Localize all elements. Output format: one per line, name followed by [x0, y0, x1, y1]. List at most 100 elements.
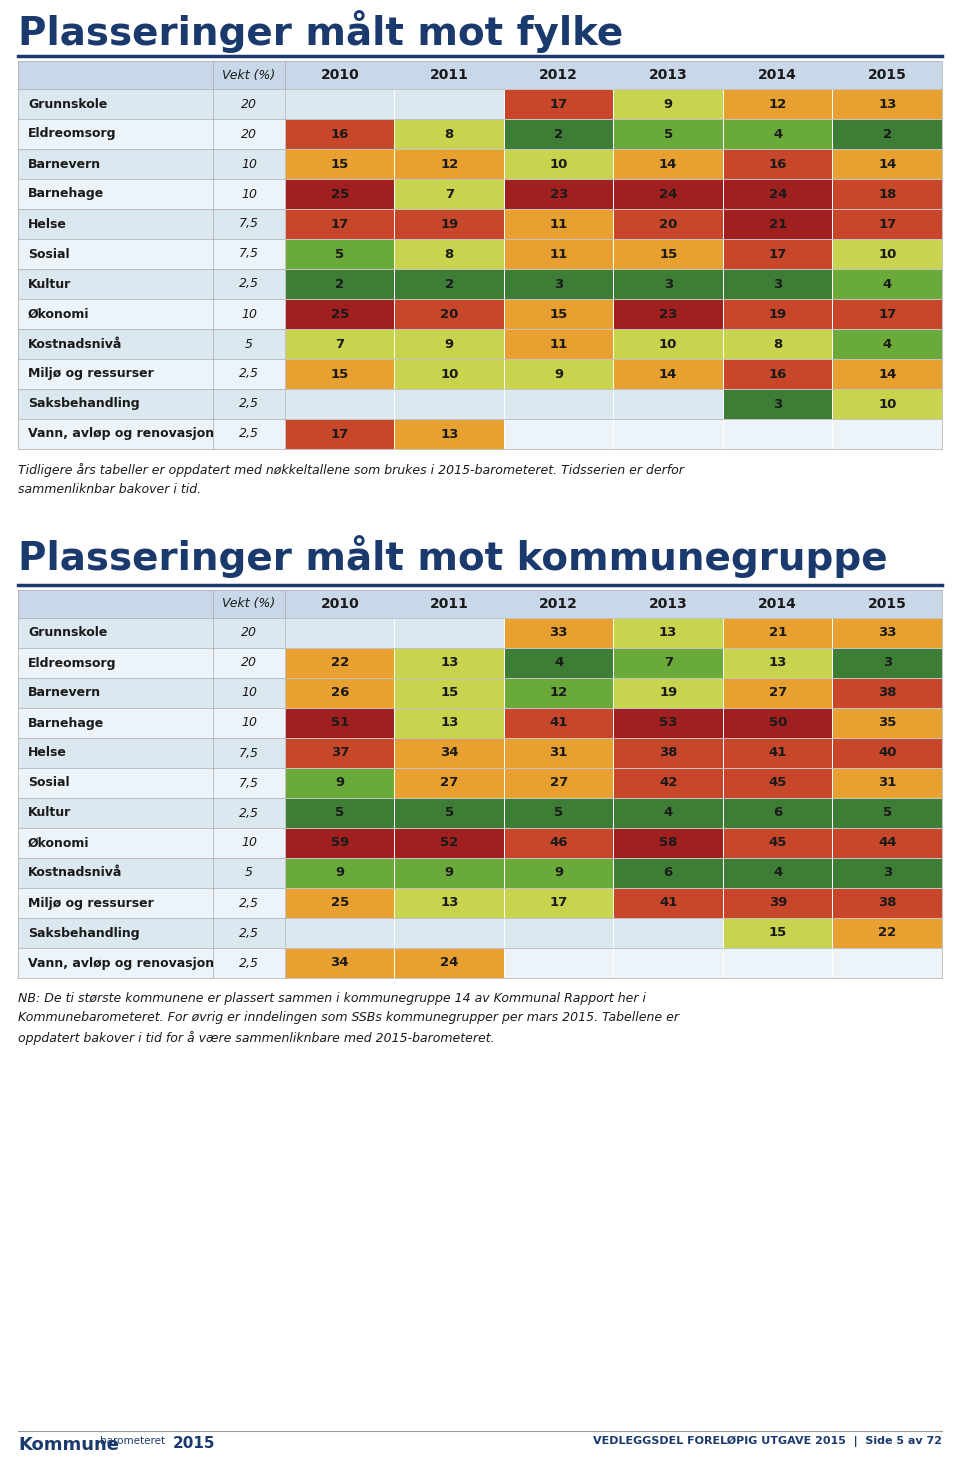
Text: 2,5: 2,5 [239, 957, 259, 970]
Bar [18, 889, 285, 918]
Bar [724, 150, 832, 179]
Text: 17: 17 [330, 428, 348, 440]
Text: 17: 17 [550, 98, 568, 111]
Text: Tidligere års tabeller er oppdatert med nøkkeltallene som brukes i 2015-baromete: Tidligere års tabeller er oppdatert med … [18, 464, 684, 496]
Text: 3: 3 [663, 277, 673, 290]
Text: Helse: Helse [28, 218, 67, 231]
Text: 2,5: 2,5 [239, 428, 259, 440]
Bar [505, 619, 613, 647]
Text: 2,5: 2,5 [239, 896, 259, 909]
Bar [833, 179, 942, 209]
Bar [833, 948, 942, 977]
Bar [18, 299, 285, 329]
Bar [614, 209, 723, 238]
Bar [724, 948, 832, 977]
Text: 15: 15 [330, 367, 348, 381]
Bar [833, 240, 942, 268]
Bar [833, 390, 942, 419]
Text: 45: 45 [769, 837, 787, 850]
Bar [18, 769, 285, 798]
Text: 2010: 2010 [321, 597, 359, 612]
Bar [395, 948, 503, 977]
Text: Plasseringer målt mot kommunegruppe: Plasseringer målt mot kommunegruppe [18, 535, 888, 578]
Bar [285, 89, 394, 118]
Text: 2013: 2013 [649, 597, 687, 612]
Bar [505, 889, 613, 918]
Bar [614, 708, 723, 738]
Text: Kostnadsnivå: Kostnadsnivå [28, 338, 122, 351]
Text: 41: 41 [549, 717, 568, 730]
Text: 2011: 2011 [430, 68, 468, 81]
Text: 2015: 2015 [173, 1437, 215, 1451]
Text: 15: 15 [550, 308, 568, 320]
Text: 10: 10 [549, 157, 568, 170]
Text: Grunnskole: Grunnskole [28, 626, 108, 640]
Text: 5: 5 [245, 338, 253, 351]
Text: 3: 3 [882, 866, 892, 880]
Bar [724, 89, 832, 118]
Text: 23: 23 [549, 188, 568, 200]
Bar [18, 857, 285, 889]
Text: 19: 19 [660, 687, 678, 699]
Bar [285, 619, 394, 647]
Text: 15: 15 [440, 687, 458, 699]
Bar [724, 179, 832, 209]
Text: 10: 10 [878, 397, 897, 410]
Text: 58: 58 [660, 837, 678, 850]
Bar [724, 360, 832, 388]
Text: Vann, avløp og renovasjon: Vann, avløp og renovasjon [28, 428, 214, 440]
Text: 10: 10 [241, 157, 257, 170]
Bar [285, 329, 394, 358]
Bar [395, 918, 503, 948]
Text: 38: 38 [878, 687, 897, 699]
Text: Barnehage: Barnehage [28, 717, 105, 730]
Text: 22: 22 [330, 656, 348, 669]
Text: Vekt (%): Vekt (%) [223, 597, 276, 610]
Bar [505, 270, 613, 299]
Text: 26: 26 [330, 687, 348, 699]
Bar [285, 828, 394, 857]
Text: 2014: 2014 [758, 68, 797, 81]
Text: Sosial: Sosial [28, 776, 70, 789]
Bar [614, 798, 723, 828]
Text: 44: 44 [878, 837, 897, 850]
Text: 9: 9 [444, 338, 454, 351]
Text: 5: 5 [444, 807, 454, 819]
Bar [18, 390, 285, 419]
Text: 20: 20 [660, 218, 678, 231]
Text: 21: 21 [769, 626, 787, 640]
Bar [724, 419, 832, 449]
Text: 2014: 2014 [758, 597, 797, 612]
Text: Miljø og ressurser: Miljø og ressurser [28, 896, 154, 909]
Text: 52: 52 [440, 837, 458, 850]
Text: 45: 45 [769, 776, 787, 789]
Bar [18, 358, 285, 390]
Bar [724, 209, 832, 238]
Bar [285, 708, 394, 738]
Text: 15: 15 [769, 927, 787, 939]
Bar [505, 240, 613, 268]
Text: 12: 12 [550, 687, 568, 699]
Text: 2,5: 2,5 [239, 807, 259, 819]
Text: Eldreomsorg: Eldreomsorg [28, 656, 116, 669]
Text: 7,5: 7,5 [239, 247, 259, 261]
Bar [285, 240, 394, 268]
Text: 59: 59 [330, 837, 348, 850]
Text: Økonomi: Økonomi [28, 837, 89, 850]
Bar [18, 270, 285, 299]
Text: 9: 9 [554, 866, 564, 880]
Text: 3: 3 [882, 656, 892, 669]
Text: 16: 16 [769, 157, 787, 170]
Bar [724, 270, 832, 299]
Bar [285, 419, 394, 449]
Text: 33: 33 [878, 626, 897, 640]
Text: 2: 2 [444, 277, 454, 290]
Text: 2: 2 [335, 277, 345, 290]
Bar [395, 89, 503, 118]
Text: 33: 33 [549, 626, 568, 640]
Text: 41: 41 [660, 896, 678, 909]
Text: 16: 16 [330, 127, 348, 141]
Bar [724, 739, 832, 767]
Text: 10: 10 [241, 717, 257, 730]
Text: 14: 14 [878, 157, 897, 170]
